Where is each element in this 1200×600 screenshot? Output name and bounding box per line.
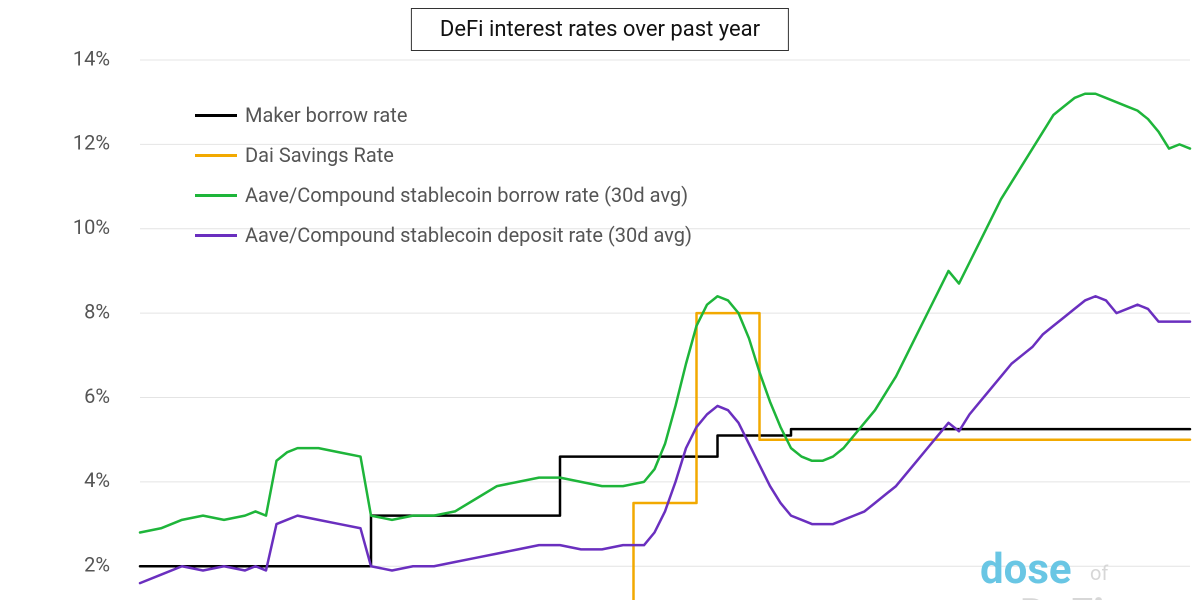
series-line	[140, 429, 1190, 566]
legend-swatch	[195, 234, 237, 237]
legend-label: Aave/Compound stablecoin deposit rate (3…	[245, 223, 692, 247]
legend-item: Dai Savings Rate	[195, 135, 692, 175]
legend-item: Aave/Compound stablecoin borrow rate (30…	[195, 175, 692, 215]
legend-label: Maker borrow rate	[245, 103, 407, 127]
legend-item: Aave/Compound stablecoin deposit rate (3…	[195, 215, 692, 255]
plot-svg: 2% 4% 6% 8% 10% 12% 14%	[0, 0, 1200, 600]
legend-swatch	[195, 114, 237, 117]
y-axis-tick-label: 14%	[73, 46, 110, 70]
legend-label: Dai Savings Rate	[245, 143, 394, 167]
legend-item: Maker borrow rate	[195, 95, 692, 135]
y-axis-tick-label: 12%	[73, 131, 110, 155]
legend-label: Aave/Compound stablecoin borrow rate (30…	[245, 183, 688, 207]
chart-container: DeFi interest rates over past year 2%4%6…	[0, 0, 1200, 600]
y-axis-tick-label: 2%	[84, 553, 110, 577]
legend-swatch	[195, 154, 237, 157]
legend-swatch	[195, 194, 237, 197]
y-axis-tick-label: 6%	[84, 384, 110, 408]
y-axis-tick-label: 4%	[84, 468, 110, 492]
y-axis-tick-label: 10%	[73, 215, 110, 239]
legend: Maker borrow rate Dai Savings Rate Aave/Co…	[195, 95, 692, 255]
y-axis-tick-label: 8%	[84, 299, 110, 323]
